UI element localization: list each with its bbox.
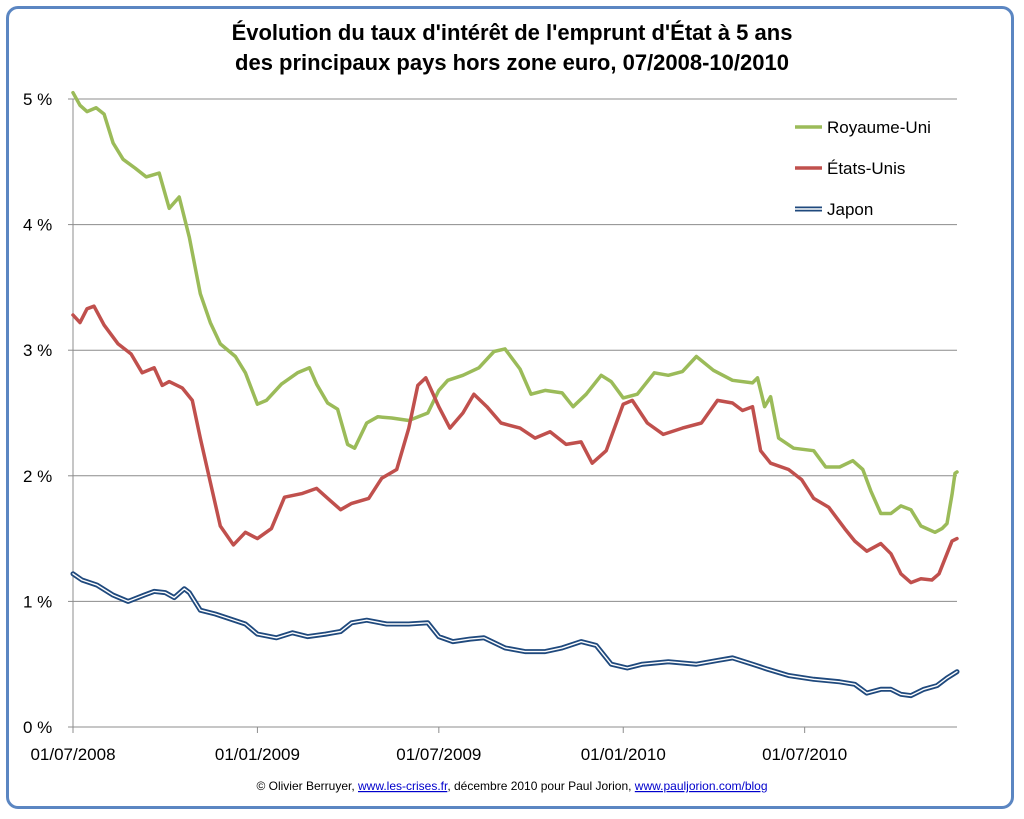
legend-label-etats-unis: États-Unis [827, 159, 905, 178]
axes [72, 99, 957, 728]
y-tick-label: 2 % [23, 467, 52, 486]
series-line-royaume-uni [71, 90, 959, 535]
legend-label-japon: Japon [827, 200, 873, 219]
x-tick-label: 01/07/2009 [396, 745, 481, 764]
footer-link-les-crises[interactable]: www.les-crises.fr [357, 779, 448, 793]
gridlines [73, 98, 957, 602]
legend-label-royaume-uni: Royaume-Uni [827, 118, 931, 137]
chart-frame [6, 6, 1014, 809]
x-tick-label: 01/07/2008 [30, 745, 115, 764]
series-line-japon-inner [72, 573, 958, 697]
y-axis-ticks: 0 % 1 % 2 % 3 % 4 % 5 % [23, 90, 73, 737]
y-tick-label: 4 % [23, 216, 52, 235]
y-tick-label: 0 % [23, 718, 52, 737]
series-line-japon [70, 571, 960, 699]
y-tick-label: 1 % [23, 592, 52, 611]
x-tick-label: 01/01/2009 [215, 745, 300, 764]
footer-credit: © Olivier Berruyer, www.les-crises.fr, d… [256, 779, 767, 793]
chart-title-line-2: des principaux pays hors zone euro, 07/2… [235, 50, 789, 75]
footer-middle: , décembre 2010 pour Paul Jorion, [447, 779, 634, 793]
y-tick-label: 5 % [23, 90, 52, 109]
x-axis-ticks: 01/07/2008 01/01/2009 01/07/2009 01/01/2010… [30, 727, 847, 764]
footer-prefix: © Olivier Berruyer, [256, 779, 358, 793]
y-tick-label: 3 % [23, 341, 52, 360]
series-lines [70, 90, 960, 699]
legend: Royaume-Uni États-Unis Japon [795, 118, 931, 219]
x-tick-label: 01/07/2010 [762, 745, 847, 764]
series-line-etats-unis [71, 304, 959, 585]
footer-link-pauljorion[interactable]: www.pauljorion.com/blog [634, 779, 768, 793]
x-tick-label: 01/01/2010 [581, 745, 666, 764]
chart-title-line-1: Évolution du taux d'intérêt de l'emprunt… [232, 20, 793, 45]
